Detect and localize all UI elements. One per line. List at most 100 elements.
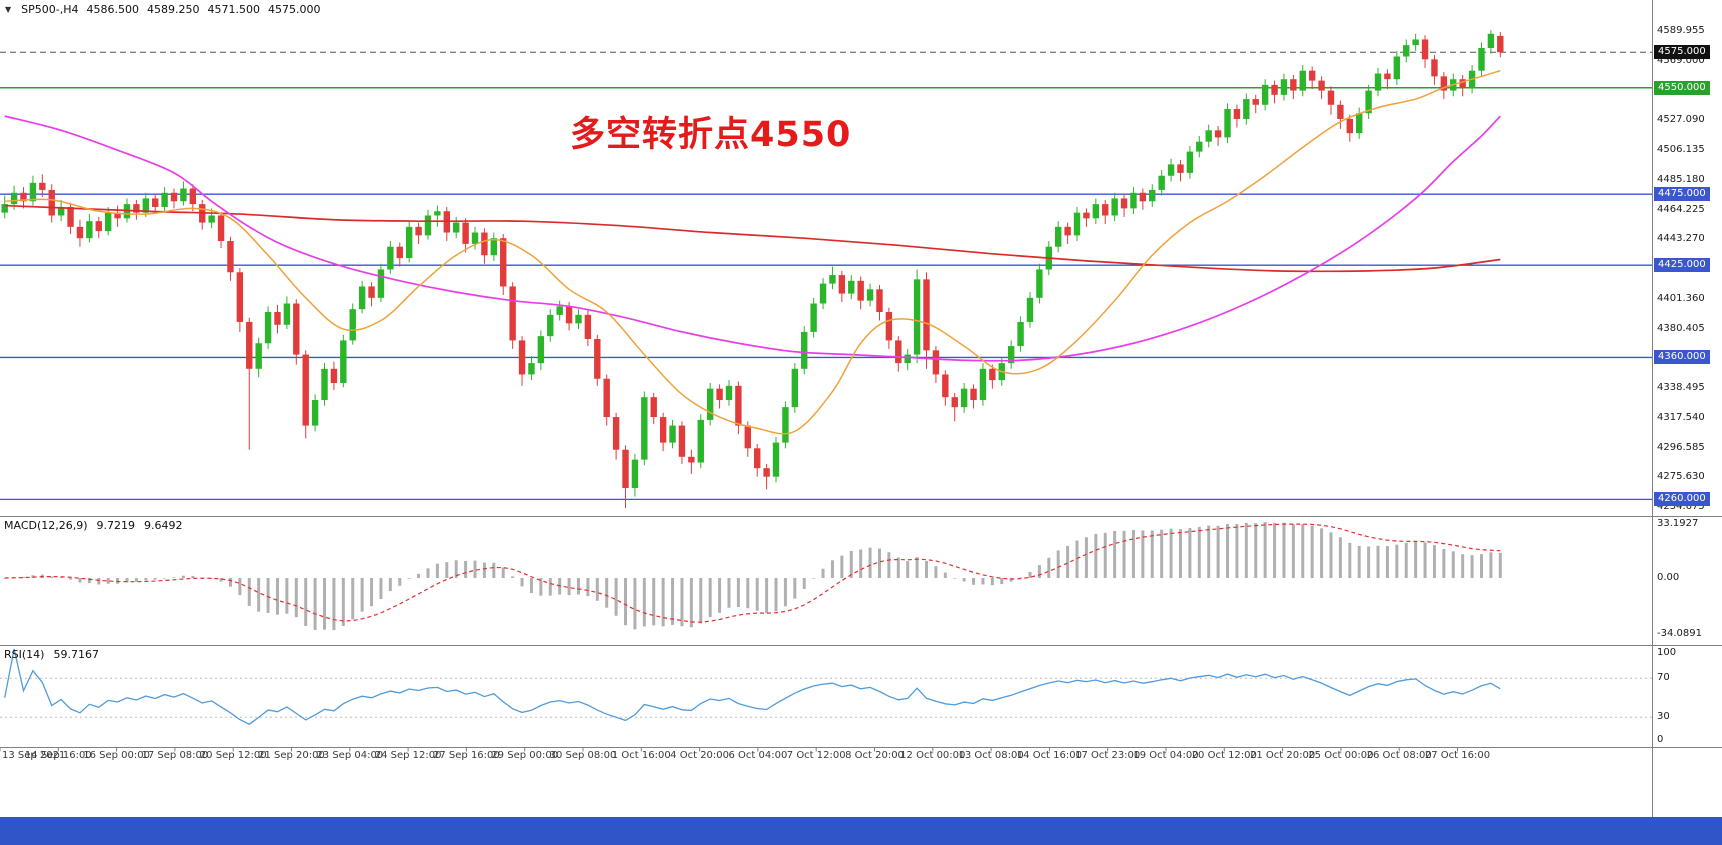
- macd-histogram-bar: [370, 578, 374, 607]
- time-axis-label: 24 Sep 12:00: [374, 750, 442, 761]
- macd-histogram-bar: [125, 578, 129, 583]
- candle-down: [1440, 76, 1448, 91]
- candle-up: [960, 388, 968, 408]
- macd-histogram-bar: [718, 578, 722, 613]
- symbol-dropdown-icon[interactable]: ▼: [5, 5, 12, 14]
- candle-down: [1318, 80, 1325, 91]
- time-axis-label: 26 Oct 08:00: [1366, 750, 1432, 761]
- taskbar[interactable]: [0, 817, 1722, 845]
- candle-down: [246, 321, 253, 369]
- price-tick-label: 4527.090: [1657, 114, 1705, 126]
- candle-down: [594, 338, 601, 379]
- macd-histogram-bar: [304, 578, 308, 627]
- macd-histogram-bar: [1489, 552, 1493, 578]
- macd-histogram-bar: [435, 563, 439, 578]
- macd-histogram-bar: [1414, 541, 1418, 578]
- chart-annotation-text: 多空转折点4550: [570, 115, 852, 155]
- macd-histogram-bar: [680, 578, 684, 627]
- candle-down: [1252, 99, 1259, 105]
- macd-histogram-bar: [445, 562, 449, 578]
- rsi-value: 59.7167: [53, 648, 99, 661]
- candle-down: [500, 238, 507, 287]
- candle-up: [772, 442, 780, 477]
- macd-histogram-bar: [1084, 537, 1088, 578]
- candle-up: [490, 238, 498, 256]
- candle-up: [810, 303, 817, 332]
- candle-up: [161, 192, 168, 207]
- candle-up: [1026, 297, 1034, 322]
- candle-down: [650, 397, 657, 418]
- rsi-line: [4, 648, 1501, 725]
- candle-up: [86, 221, 93, 239]
- candle-down: [20, 192, 27, 202]
- candle-down: [942, 374, 949, 398]
- macd-signal-line: [4, 523, 1501, 623]
- candle-down: [293, 303, 300, 355]
- candle-down: [518, 340, 526, 375]
- candle-up: [311, 400, 319, 426]
- macd-histogram-bar: [736, 578, 740, 608]
- price-tick-label: 4569.000: [1657, 54, 1705, 66]
- macd-histogram-bar: [595, 578, 599, 601]
- candle-up: [801, 331, 808, 369]
- macd-histogram-bar: [943, 572, 947, 578]
- candle-down: [754, 448, 761, 469]
- macd-histogram-bar: [219, 578, 223, 582]
- candle-up: [1261, 84, 1269, 105]
- price-level-badge-4260.000: 4260.000: [1654, 492, 1710, 507]
- candle-up: [358, 286, 366, 310]
- macd-histogram-bar: [934, 566, 938, 578]
- candle-up: [1055, 226, 1062, 247]
- candle-up: [1196, 141, 1203, 152]
- candle-up: [669, 425, 676, 443]
- candle-down: [857, 280, 864, 301]
- time-axis-label: 4 Oct 20:00: [670, 750, 730, 761]
- candle-up: [1186, 151, 1194, 173]
- macd-histogram-bar: [1197, 526, 1201, 578]
- macd-histogram-bar: [78, 578, 82, 583]
- candle-up: [1487, 33, 1495, 48]
- candle-up: [1299, 70, 1306, 91]
- candle-down: [923, 279, 930, 351]
- candle-down: [716, 388, 723, 401]
- macd-histogram-bar: [1150, 530, 1154, 578]
- macd-histogram-bar: [1160, 529, 1164, 578]
- candle-down: [688, 456, 695, 463]
- candle-down: [189, 188, 197, 205]
- macd-histogram-bar: [144, 578, 148, 581]
- candle-up: [321, 368, 328, 401]
- time-axis-label: 7 Oct 12:00: [786, 750, 846, 761]
- macd-histogram-bar: [1470, 555, 1474, 578]
- macd-histogram-bar: [1404, 542, 1408, 578]
- macd-histogram-bar: [275, 578, 279, 615]
- macd-histogram-bar: [1479, 554, 1483, 578]
- macd-histogram-bar: [661, 578, 665, 627]
- time-axis-label: 21 Oct 20:00: [1249, 750, 1316, 761]
- candle-up: [1092, 204, 1100, 219]
- candle-down: [1064, 226, 1071, 236]
- macd-histogram-bar: [153, 578, 157, 580]
- candle-up: [1243, 99, 1250, 119]
- price-tick-label: 4401.360: [1657, 292, 1705, 304]
- price-tick-label: 4443.270: [1657, 233, 1705, 245]
- macd-histogram-bar: [50, 576, 54, 578]
- candle-down: [622, 449, 629, 489]
- ohlc-high: 4589.250: [147, 3, 200, 16]
- macd-histogram-bar: [1367, 546, 1371, 578]
- candle-up: [913, 279, 921, 355]
- candle-down: [302, 354, 309, 426]
- candle-up: [1365, 90, 1372, 114]
- candle-down: [152, 198, 159, 207]
- macd-histogram-bar: [501, 567, 505, 578]
- macd-histogram-bar: [181, 575, 185, 578]
- macd-histogram-bar: [360, 578, 364, 612]
- macd-histogram-bar: [1423, 542, 1427, 578]
- macd-histogram-bar: [1282, 522, 1286, 578]
- candle-up: [1478, 47, 1485, 71]
- macd-histogram-bar: [529, 578, 533, 594]
- candle-down: [1139, 192, 1147, 202]
- candle-down: [1177, 164, 1184, 173]
- candle-up: [528, 363, 535, 375]
- macd-histogram-bar: [1291, 524, 1295, 578]
